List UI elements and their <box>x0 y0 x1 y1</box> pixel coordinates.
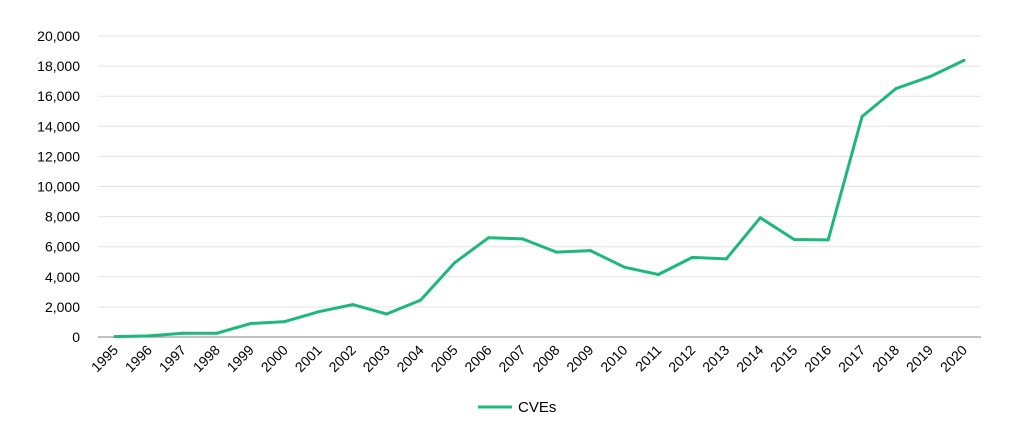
x-tick-label: 2005 <box>427 342 460 375</box>
data-point <box>554 250 558 254</box>
data-point <box>656 273 660 277</box>
x-tick-label: 2001 <box>292 342 325 375</box>
x-tick-label: 2002 <box>325 342 358 375</box>
x-tick-label: 2009 <box>563 342 596 375</box>
x-tick-label: 2015 <box>767 342 800 375</box>
y-tick-label: 4,000 <box>45 269 80 285</box>
data-point <box>419 298 423 302</box>
y-tick-label: 12,000 <box>37 148 80 164</box>
data-point <box>249 321 253 325</box>
data-point <box>928 75 932 79</box>
data-point <box>181 331 185 335</box>
series-layer <box>113 58 966 339</box>
legend-label-cves: CVEs <box>518 399 556 416</box>
y-tick-label: 6,000 <box>45 239 80 255</box>
data-point <box>351 303 355 307</box>
x-tick-label: 2008 <box>529 342 562 375</box>
x-tick-label: 1997 <box>156 342 189 375</box>
data-point <box>962 58 966 62</box>
data-point <box>113 335 117 339</box>
data-point <box>622 265 626 269</box>
data-point <box>894 87 898 91</box>
x-tick-label: 2000 <box>258 342 291 375</box>
x-tick-label: 2020 <box>937 342 970 375</box>
x-tick-label: 2011 <box>632 342 665 375</box>
x-tick-label: 2018 <box>869 342 902 375</box>
data-point <box>487 236 491 240</box>
x-tick-label: 2019 <box>903 342 936 375</box>
x-tick-label: 2013 <box>699 342 732 375</box>
data-point <box>690 255 694 259</box>
x-tick-label: 2016 <box>801 342 834 375</box>
x-tick-label: 2004 <box>393 342 426 375</box>
x-tick-label: 1998 <box>190 342 223 375</box>
y-tick-label: 2,000 <box>45 299 80 315</box>
x-tick-label: 2017 <box>835 342 868 375</box>
x-tick-label: 2003 <box>359 342 392 375</box>
data-point <box>215 331 219 335</box>
y-axis-tick-labels: 0 2,000 4,000 6,000 8,000 10,000 12,000 14,000 1… <box>37 28 80 345</box>
x-tick-label: 1999 <box>224 342 257 375</box>
y-tick-label: 20,000 <box>37 28 80 44</box>
x-tick-label: 1995 <box>88 342 121 375</box>
grid-lines <box>98 35 981 308</box>
data-point <box>588 249 592 253</box>
x-axis-tick-labels: 1995 1996 1997 1998 1999 2000 2001 2002 2003 2004… <box>88 342 971 375</box>
x-tick-label: 2014 <box>733 342 766 375</box>
y-tick-label: 14,000 <box>37 118 80 134</box>
data-point <box>283 320 287 324</box>
data-point <box>385 312 389 316</box>
x-tick-label: 2010 <box>597 342 630 375</box>
y-tick-label: 18,000 <box>37 58 80 74</box>
data-point <box>860 115 864 119</box>
y-tick-label: 0 <box>72 329 80 345</box>
data-point <box>826 238 830 242</box>
y-tick-label: 16,000 <box>37 88 80 104</box>
x-tick-label: 2012 <box>665 342 698 375</box>
series-line-cves <box>113 58 966 339</box>
data-point <box>453 261 457 265</box>
legend: CVEs <box>478 399 556 416</box>
y-tick-label: 10,000 <box>37 179 80 195</box>
data-point <box>317 310 321 314</box>
x-tick-label: 2007 <box>495 342 528 375</box>
data-point <box>792 237 796 241</box>
data-point <box>758 216 762 220</box>
data-point <box>147 334 151 338</box>
x-tick-label: 2006 <box>461 342 494 375</box>
y-tick-label: 8,000 <box>45 209 80 225</box>
x-tick-label: 1996 <box>122 342 155 375</box>
data-point <box>724 257 728 261</box>
data-point <box>521 237 525 241</box>
